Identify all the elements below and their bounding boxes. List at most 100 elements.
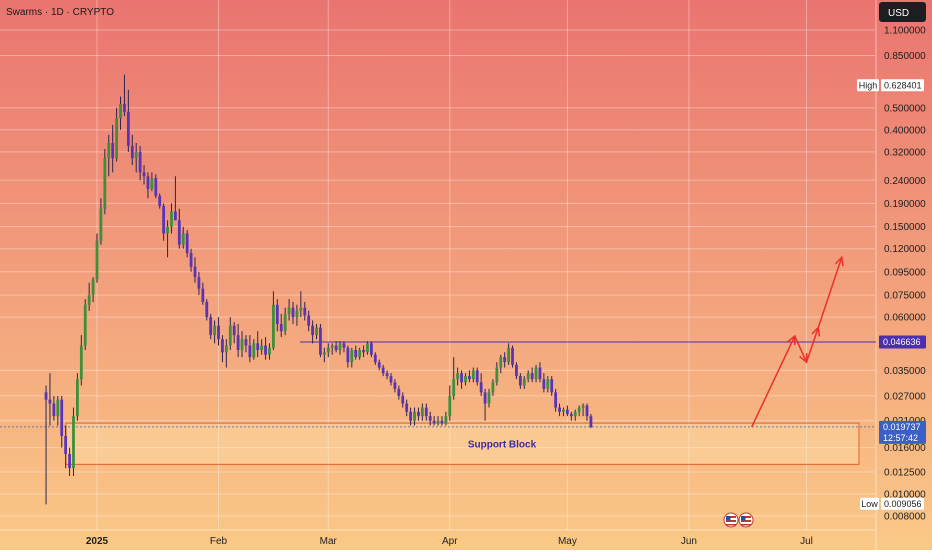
candle-body: [534, 367, 538, 380]
candle-body: [154, 178, 158, 196]
projection-segment: [805, 327, 819, 363]
candle-body: [589, 416, 593, 428]
candle-body: [322, 352, 326, 355]
candle-body: [95, 240, 99, 280]
candle-body: [181, 233, 185, 245]
candle-body: [279, 323, 283, 332]
candle-body: [56, 399, 60, 417]
resistance-value: 0.046636: [883, 337, 921, 347]
candle-body: [562, 409, 565, 412]
candle-body: [518, 376, 522, 386]
candle-body: [440, 420, 444, 424]
candle-body: [177, 220, 181, 245]
support-block-label: Support Block: [468, 440, 537, 451]
candle-body: [366, 343, 369, 353]
y-tick-label: 0.027000: [884, 391, 926, 402]
candle-body: [60, 399, 64, 436]
candle-body: [566, 409, 569, 414]
candle-body: [201, 288, 205, 302]
candle-body: [134, 151, 138, 159]
candle-body: [291, 307, 295, 318]
current-price-badge: 0.019737 12:57:42: [879, 420, 926, 444]
candle-body: [511, 347, 514, 365]
us-flag-event-icon[interactable]: [723, 512, 739, 528]
candle-body: [244, 339, 248, 346]
candle-body: [228, 325, 232, 346]
candle-body: [107, 143, 111, 159]
projection-segment: [817, 257, 843, 328]
candle-body: [303, 307, 307, 316]
candle-body: [550, 379, 554, 393]
x-tick-label: Apr: [442, 536, 458, 547]
x-tick-label: Jul: [800, 536, 813, 547]
candle-body: [205, 301, 209, 318]
candle-body: [475, 370, 479, 383]
candle-body: [224, 345, 228, 353]
candle-body: [432, 420, 436, 424]
candle-body: [401, 395, 405, 404]
chart-title: Swarms · 1D · CRYPTO: [6, 7, 114, 18]
low-label: Low: [861, 499, 878, 509]
candle-body: [240, 339, 244, 350]
candle-body: [319, 327, 322, 355]
currency-label: USD: [888, 8, 909, 19]
projection-arrows[interactable]: [750, 255, 844, 428]
candle-body: [377, 362, 381, 368]
us-flag-event-icon[interactable]: [738, 512, 754, 528]
candle-body: [64, 435, 68, 454]
candle-body: [236, 335, 240, 350]
candle-body: [358, 349, 362, 358]
candle-body: [542, 379, 546, 389]
y-tick-label: 0.850000: [884, 51, 926, 62]
x-tick-label: Feb: [210, 536, 228, 547]
candle-body: [232, 325, 236, 336]
candle-body: [558, 407, 561, 412]
candle-body: [111, 143, 115, 159]
y-tick-label: 0.320000: [884, 147, 926, 158]
candle-body: [170, 211, 173, 227]
candle-body: [491, 382, 495, 393]
y-tick-label: 0.010000: [884, 489, 926, 500]
y-tick-label: 0.008000: [884, 512, 926, 523]
candle-body: [397, 388, 401, 396]
candle-body: [495, 367, 499, 383]
candle-body: [330, 345, 334, 348]
candle-body: [577, 407, 581, 412]
y-tick-label: 0.016000: [884, 443, 926, 454]
candle-body: [573, 411, 577, 417]
candle-body: [150, 178, 154, 189]
candle-body: [346, 347, 350, 363]
y-tick-label: 0.500000: [884, 103, 926, 114]
support-block-rect[interactable]: [65, 422, 860, 465]
projection-segment: [750, 335, 796, 428]
support-block[interactable]: Support Block: [65, 422, 860, 465]
candle-body: [79, 345, 83, 380]
currency-button[interactable]: USD: [879, 2, 926, 22]
candle-body: [420, 407, 424, 417]
candle-body: [385, 373, 389, 377]
candle-body: [424, 407, 428, 417]
candle-body: [546, 379, 550, 389]
candle-body: [115, 118, 118, 159]
candle-body: [275, 304, 279, 324]
candle-body: [526, 373, 530, 380]
candle-body: [146, 176, 150, 189]
candle-body: [260, 345, 264, 350]
candle-body: [373, 354, 377, 363]
candle-body: [213, 325, 216, 336]
x-tick-label: May: [558, 536, 577, 547]
candle-body: [123, 103, 126, 112]
candle-body: [354, 349, 358, 358]
candle-body: [197, 277, 201, 289]
candle-body: [272, 304, 275, 348]
candle-body: [479, 382, 483, 393]
time-axis[interactable]: 2025 Feb Mar Apr May Jun Jul: [86, 536, 813, 547]
candle-body: [456, 373, 460, 380]
low-marker: Low 0.009056: [860, 497, 924, 510]
candle-body: [174, 211, 177, 221]
candle-body: [189, 252, 193, 267]
candle-body: [48, 399, 52, 404]
